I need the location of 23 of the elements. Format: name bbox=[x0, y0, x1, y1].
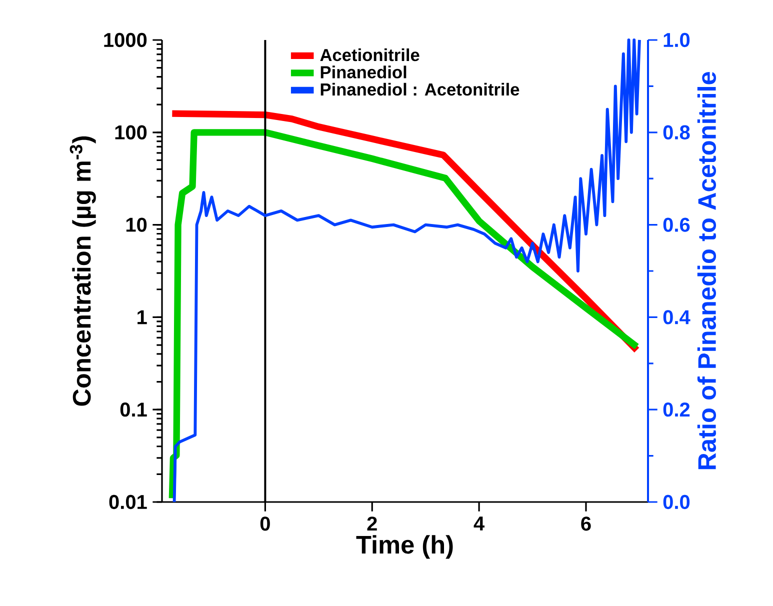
y2-tick-label: 0.6 bbox=[663, 218, 690, 232]
y2-tick-label: 0.0 bbox=[663, 494, 690, 510]
y2-tick-label: 0.4 bbox=[663, 310, 690, 324]
y-tick-label: 10 bbox=[126, 218, 147, 232]
x-tick-label: 6 bbox=[581, 516, 591, 531]
y2-tick-label: 0.8 bbox=[663, 125, 690, 140]
y2-tick-label: 1.0 bbox=[664, 32, 690, 48]
x-tick-label: 2 bbox=[367, 516, 377, 531]
x-axis-title: Time (h) bbox=[356, 535, 453, 559]
legend-label: Pinanediol bbox=[320, 66, 406, 78]
legend-label: Pinanediol : Acetonitrile bbox=[320, 82, 520, 96]
y-tick-label: 1 bbox=[138, 310, 147, 324]
x-tick-label: 0 bbox=[260, 516, 270, 531]
y2-tick-label: 0.2 bbox=[663, 402, 690, 417]
y-tick-label: 100 bbox=[115, 125, 147, 140]
line-series bbox=[172, 38, 641, 504]
y-tick-label: 1000 bbox=[104, 32, 147, 48]
y-axis-title: Concentration (µg m$^{-3}$) bbox=[70, 136, 96, 406]
y2-axis-title: Ratio of Pinanedio to Acetonitrile bbox=[697, 72, 716, 470]
y-tick-label: 0.1 bbox=[120, 402, 147, 417]
x-tick-label: 4 bbox=[474, 516, 485, 530]
legend-label: Acetionitrile bbox=[320, 48, 420, 62]
y-tick-label: 0.01 bbox=[109, 494, 147, 510]
